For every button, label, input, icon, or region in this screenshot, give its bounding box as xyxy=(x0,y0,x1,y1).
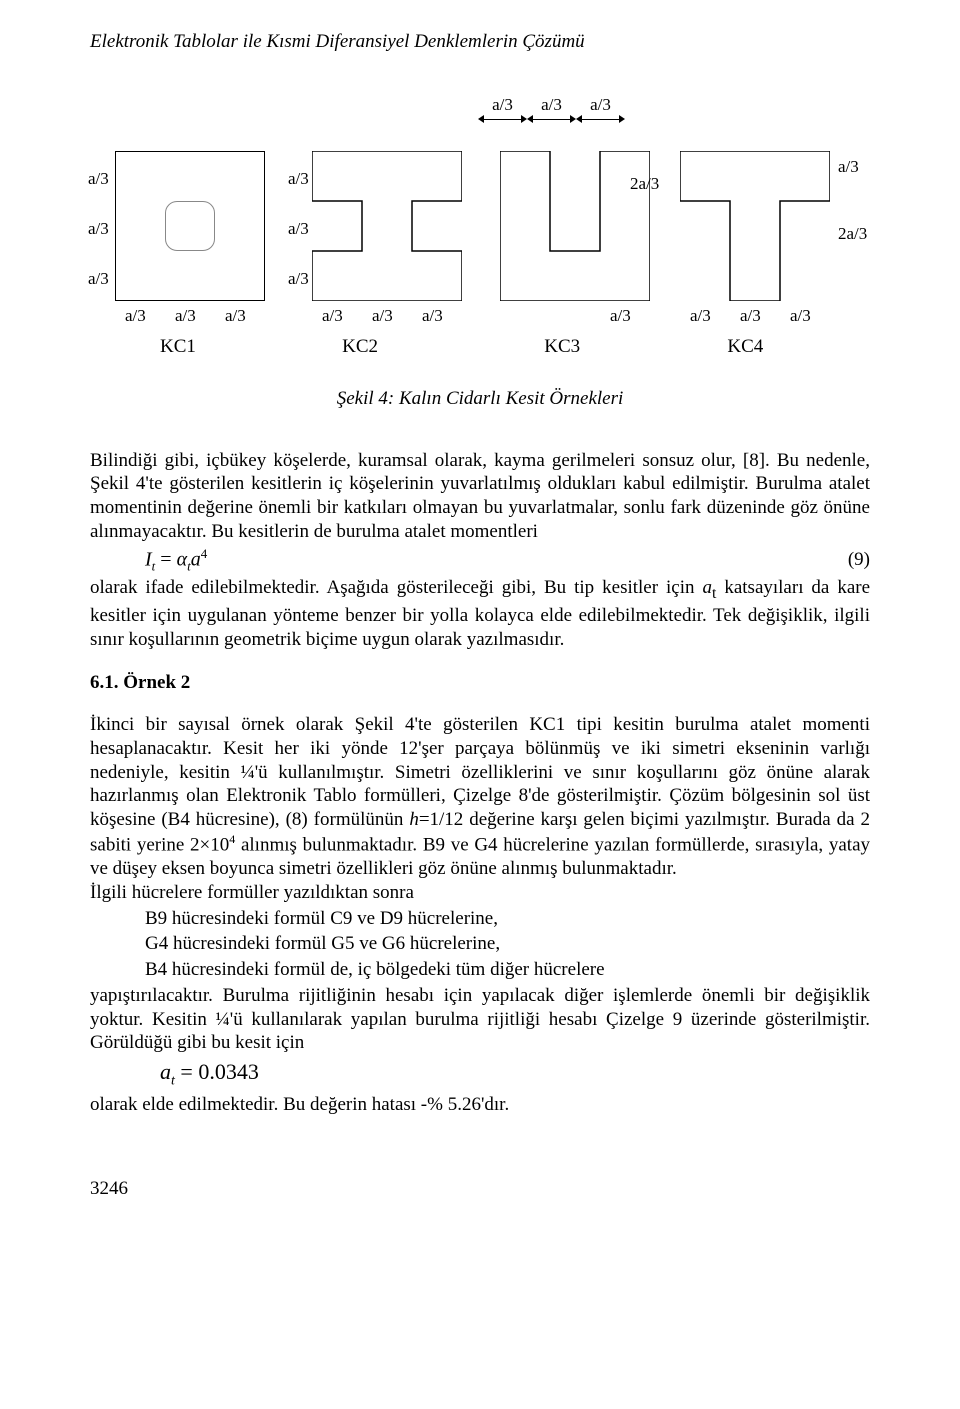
eq-sign: = xyxy=(155,548,176,570)
dim-label: a/3 xyxy=(576,94,625,115)
kc4-label: KC4 xyxy=(677,335,870,359)
kc1-label: KC1 xyxy=(120,335,312,359)
paragraph-4: İlgili hücrelere formüller yazıldıktan s… xyxy=(90,881,870,905)
section-heading: 6.1. Örnek 2 xyxy=(90,671,870,695)
dim-text: a/3 xyxy=(422,305,443,326)
kc1-shape: a/3 a/3 a/3 a/3 a/3 a/3 xyxy=(90,123,290,323)
dim-text: 2a/3 xyxy=(630,173,659,194)
page-header: Elektronik Tablolar ile Kısmi Diferansiy… xyxy=(90,30,870,54)
dim-text: a/3 xyxy=(372,305,393,326)
kc3-label: KC3 xyxy=(494,335,677,359)
dim-text: a/3 xyxy=(288,268,309,289)
text-run: olarak ifade edilebilmektedir. Aşağıda g… xyxy=(90,577,702,598)
indented-list: B9 hücresindeki formül C9 ve D9 hücreler… xyxy=(145,907,870,982)
list-item: G4 hücresindeki formül G5 ve G6 hücreler… xyxy=(145,932,870,956)
kc2-shape: a/3 a/3 a/3 a/3 a/3 a/3 xyxy=(290,123,480,323)
dim-text: a/3 xyxy=(175,305,196,326)
equation-expression: It = αta4 xyxy=(145,546,207,575)
dim-text: a/3 xyxy=(838,156,859,177)
top-dimensions: a/3 a/3 a/3 xyxy=(478,94,870,115)
rf-a: a xyxy=(160,1059,171,1084)
dim-text: a/3 xyxy=(690,305,711,326)
paragraph-3: İkinci bir sayısal örnek olarak Şekil 4'… xyxy=(90,713,870,881)
dim-text: a/3 xyxy=(225,305,246,326)
dim-text: a/3 xyxy=(88,218,109,239)
paragraph-6: olarak elde edilmektedir. Bu değerin hat… xyxy=(90,1093,870,1117)
result-formula: at = 0.0343 xyxy=(160,1058,870,1090)
equation-9: It = αta4 (9) xyxy=(90,546,870,575)
paragraph-5: yapıştırılacaktır. Burulma rijitliğinin … xyxy=(90,984,870,1055)
shape-labels-row: KC1 KC2 KC3 KC4 xyxy=(90,335,870,359)
dim-text: a/3 xyxy=(492,95,513,114)
dim-text: a/3 xyxy=(790,305,811,326)
dim-text: a/3 xyxy=(740,305,761,326)
dim-text: a/3 xyxy=(88,268,109,289)
eq-a-sup: 4 xyxy=(201,546,208,561)
dim-text: a/3 xyxy=(590,95,611,114)
dim-text: a/3 xyxy=(88,168,109,189)
list-item: B4 hücresindeki formül de, iç bölgedeki … xyxy=(145,958,870,982)
dim-label: a/3 xyxy=(527,94,576,115)
dim-text: a/3 xyxy=(125,305,146,326)
list-item: B9 hücresindeki formül C9 ve D9 hücreler… xyxy=(145,907,870,931)
kc4-shape: a/3 2a/3 a/3 a/3 a/3 xyxy=(670,123,870,323)
dim-text: a/3 xyxy=(541,95,562,114)
italic-var: h xyxy=(409,809,419,830)
kc2-label: KC2 xyxy=(312,335,494,359)
paragraph-1: Bilindiği gibi, içbükey köşelerde, kuram… xyxy=(90,449,870,544)
eq-alpha: α xyxy=(177,548,188,570)
paragraph-2: olarak ifade edilebilmektedir. Aşağıda g… xyxy=(90,576,870,651)
dim-text: 2a/3 xyxy=(838,223,867,244)
dim-text: a/3 xyxy=(610,305,631,326)
eq-a: a xyxy=(191,548,201,570)
dim-label: a/3 xyxy=(478,94,527,115)
dim-text: a/3 xyxy=(288,168,309,189)
rf-eq: = xyxy=(175,1059,198,1084)
figure-caption: Şekil 4: Kalın Cidarlı Kesit Örnekleri xyxy=(90,387,870,411)
kc3-shape: 2a/3 a/3 xyxy=(480,123,670,323)
eq-lhs: I xyxy=(145,548,152,570)
figure-4: a/3 a/3 a/3 a/3 a/3 a/3 a/3 a/3 a/3 a/3 … xyxy=(90,94,870,411)
dim-text: a/3 xyxy=(322,305,343,326)
shapes-row: a/3 a/3 a/3 a/3 a/3 a/3 a/3 a/3 a/3 a/3 … xyxy=(90,123,870,323)
equation-number: (9) xyxy=(848,548,870,572)
page-number: 3246 xyxy=(90,1177,870,1201)
rf-val: 0.0343 xyxy=(198,1059,259,1084)
dim-text: a/3 xyxy=(288,218,309,239)
italic-var: a xyxy=(702,577,712,598)
